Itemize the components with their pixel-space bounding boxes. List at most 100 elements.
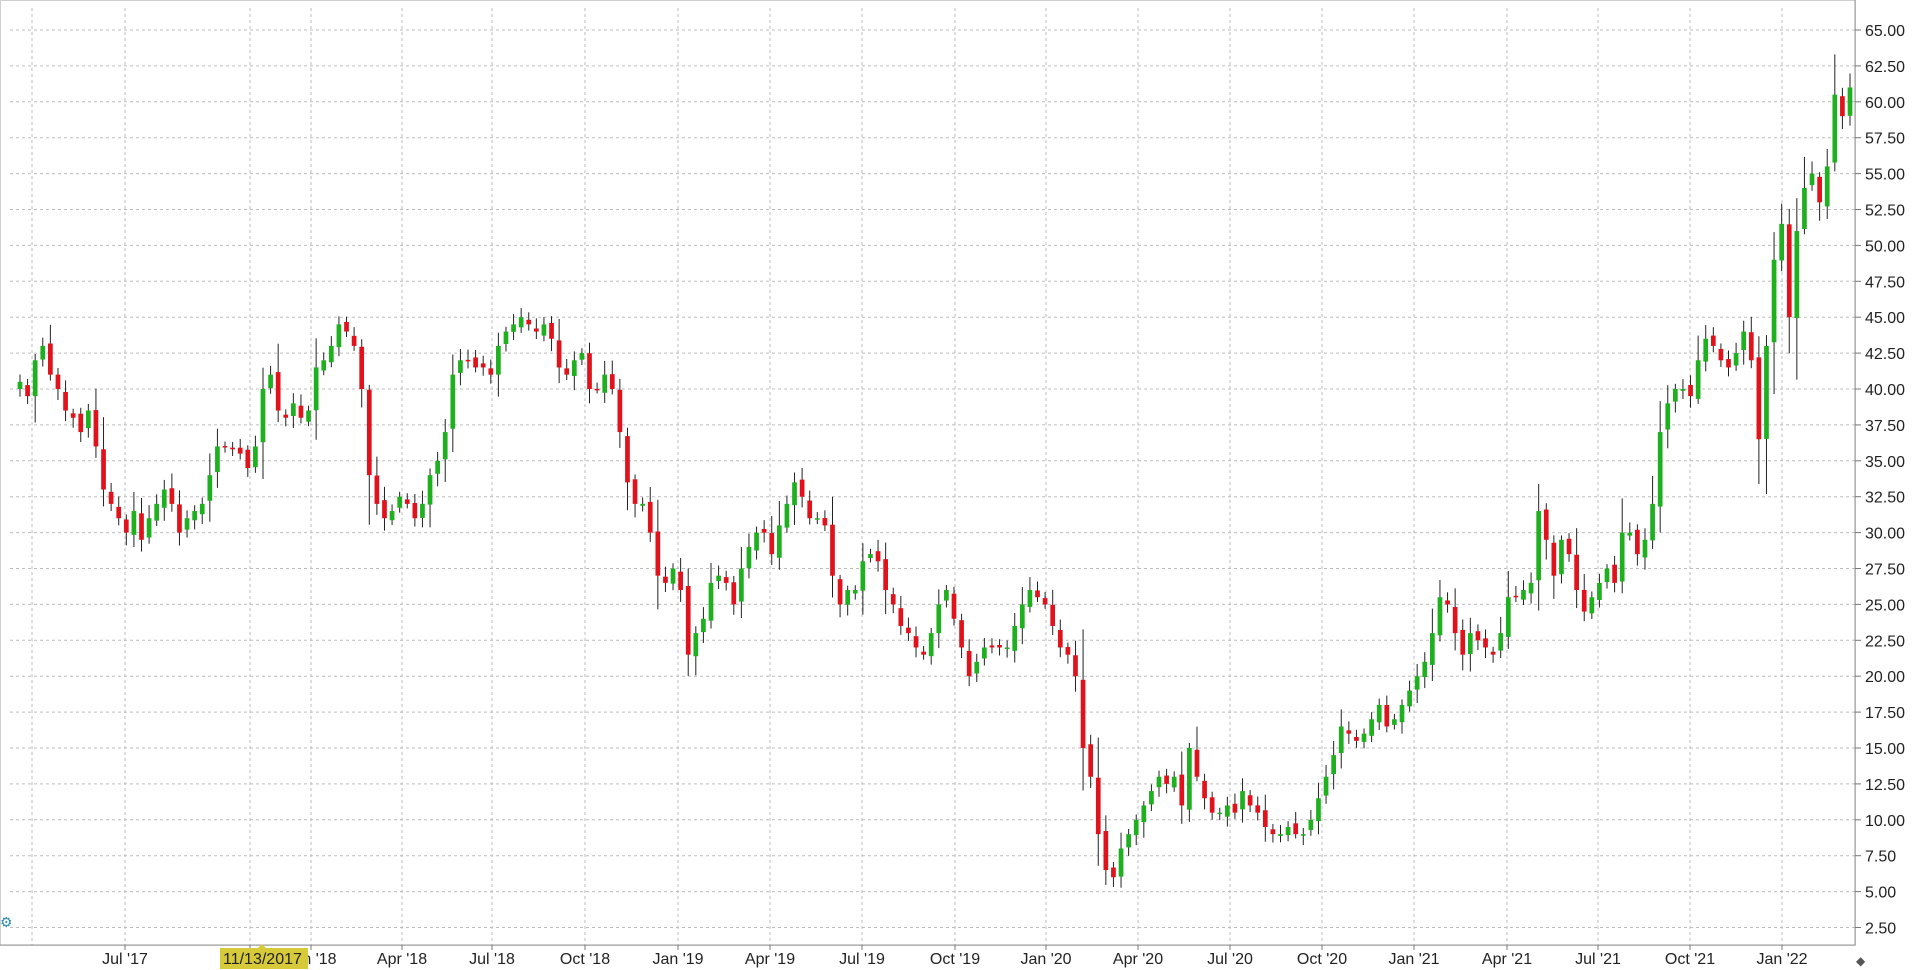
y-tick-label: 7.50: [1865, 849, 1896, 866]
candle-body-down: [1786, 224, 1792, 318]
candle-body-up: [1361, 733, 1367, 742]
candle: [496, 332, 501, 397]
candle-body-up: [1012, 625, 1018, 651]
candle: [1748, 316, 1754, 369]
candle: [1551, 535, 1557, 599]
candle-body-up: [1672, 389, 1678, 402]
candle-body-up: [1019, 604, 1025, 629]
candle-body-down: [731, 582, 737, 605]
candle-body-up: [1133, 819, 1139, 836]
candle-body-up: [1695, 360, 1701, 399]
candle-body-down: [1445, 600, 1450, 605]
candle: [564, 359, 570, 381]
candle: [131, 492, 137, 547]
candle: [526, 312, 532, 331]
candle-body-down: [351, 335, 357, 346]
candle-body-up: [32, 360, 38, 397]
candle-body-up: [1407, 690, 1412, 707]
candle-body-down: [1817, 176, 1822, 203]
y-tick-label: 50.00: [1865, 238, 1905, 255]
candle: [1050, 589, 1056, 635]
candle-body-down: [1581, 589, 1587, 612]
candle: [328, 336, 334, 368]
x-tick-label: Apr '21: [1482, 951, 1532, 968]
candle-body-down: [1840, 96, 1845, 117]
candle-body-up: [936, 604, 942, 634]
candle-body-up: [1369, 719, 1374, 736]
candle: [1498, 616, 1504, 659]
cursor-date-highlight: [220, 948, 308, 969]
candle: [898, 596, 904, 635]
candle: [1710, 327, 1716, 353]
candle-body-down: [1635, 529, 1640, 555]
candle: [154, 494, 160, 526]
candle-body-down: [769, 533, 775, 555]
candle-body-down: [997, 645, 1002, 648]
x-tick-label: Jul '19: [839, 951, 885, 968]
candle: [1703, 325, 1709, 372]
candle-body-down: [222, 445, 228, 448]
candle: [1331, 740, 1337, 790]
candle-body-up: [1779, 223, 1785, 261]
candle: [701, 607, 706, 644]
candle: [1308, 810, 1314, 836]
candle-body-up: [1338, 726, 1344, 754]
candle-body-up: [1824, 166, 1830, 207]
y-tick-label: 5.00: [1865, 885, 1896, 902]
candle-body-down: [1247, 795, 1253, 806]
candle-body-up: [1650, 503, 1655, 541]
candle: [1430, 608, 1435, 682]
candle: [291, 393, 296, 429]
candle-body-up: [1217, 812, 1223, 815]
candle-body-up: [739, 568, 744, 602]
candle: [1262, 794, 1268, 842]
candle-body-down: [959, 620, 964, 648]
candle-body-up: [541, 324, 547, 336]
candle-body-down: [344, 321, 349, 332]
candle-body-up: [754, 532, 759, 551]
candle: [1027, 577, 1033, 613]
candle: [1384, 695, 1390, 733]
candle: [1665, 385, 1671, 449]
candle-body-up: [131, 511, 137, 535]
x-tick-label: Oct '18: [560, 951, 610, 968]
candle: [382, 486, 387, 531]
candle-body-up: [1536, 511, 1542, 581]
candle: [511, 314, 516, 341]
candle: [852, 585, 858, 600]
candle: [1316, 782, 1321, 835]
candle: [723, 570, 729, 591]
candle-body-down: [913, 636, 919, 648]
candle-body-down: [647, 501, 653, 533]
candle-body-up: [389, 511, 395, 521]
candle-body-down: [625, 436, 630, 483]
candle-body-up: [1619, 532, 1625, 582]
candle-body-up: [1657, 432, 1663, 507]
candle-body-up: [708, 582, 714, 621]
candle-body-down: [837, 579, 843, 605]
candle-body-down: [906, 627, 911, 634]
candle: [351, 327, 357, 351]
candle: [890, 587, 896, 614]
candle-body-down: [685, 586, 691, 655]
candle: [1726, 350, 1731, 377]
candle-body-down: [1209, 797, 1215, 813]
candle-body-down: [898, 608, 904, 626]
candle: [708, 563, 714, 629]
x-tick-label: Jan '19: [652, 951, 703, 968]
candle: [663, 566, 668, 593]
candle-body-down: [283, 414, 289, 418]
candle: [1657, 401, 1663, 533]
candle: [1156, 770, 1162, 797]
candle: [556, 318, 562, 384]
candle-body-up: [1300, 834, 1306, 836]
candle-body-down: [830, 524, 835, 576]
candle-body-up: [1414, 676, 1420, 690]
candle-body-up: [982, 647, 987, 659]
candle: [1680, 379, 1686, 400]
candle: [731, 576, 737, 615]
candle: [739, 546, 744, 619]
crosshair-date-marker: 11/13/2017: [220, 944, 308, 969]
candle: [1126, 829, 1131, 856]
candle: [1171, 771, 1177, 792]
